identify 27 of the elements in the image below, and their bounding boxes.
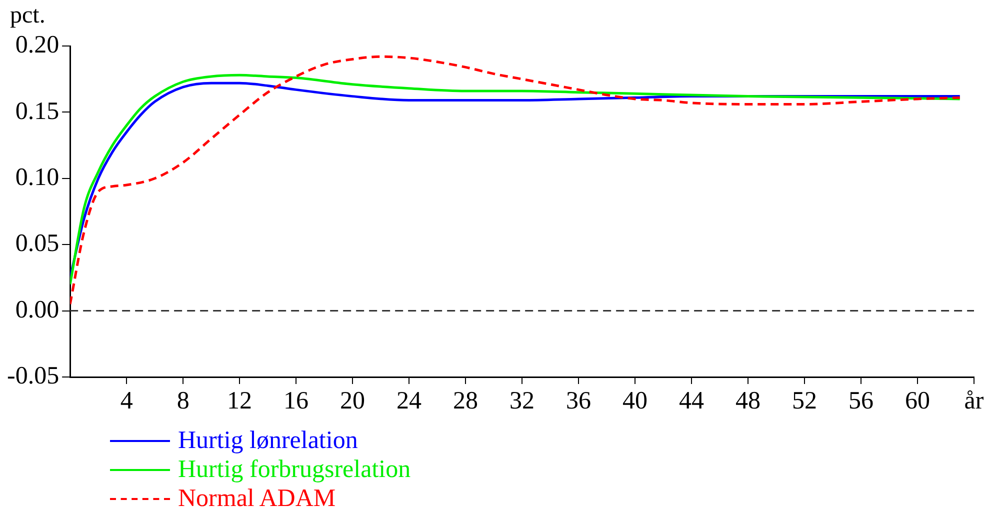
x-tick-label: 60 <box>905 388 930 415</box>
y-tick-label: 0.15 <box>15 98 60 125</box>
legend-label: Hurtig lønrelation <box>178 426 358 455</box>
line-series <box>70 55 962 306</box>
x-tick-label: 56 <box>848 388 874 415</box>
x-tick-label: 36 <box>566 388 592 415</box>
legend-label: Normal ADAM <box>178 484 336 513</box>
y-tick-label: 0.00 <box>15 296 60 324</box>
x-tick-label: 24 <box>396 388 422 415</box>
x-tick-label: 12 <box>227 388 252 415</box>
x-tick-label: år <box>964 388 984 415</box>
x-tick-label: 4 <box>120 388 134 415</box>
x-tick-label: 40 <box>622 388 648 415</box>
x-tick-label: 44 <box>679 388 705 415</box>
y-tick-label: 0.05 <box>15 230 60 258</box>
y-tick-label: 0.10 <box>15 164 60 191</box>
y-tick-label: -0.05 <box>6 362 60 390</box>
x-tick-label: 16 <box>284 388 309 415</box>
x-tick-label: 28 <box>453 388 478 415</box>
x-tick-label: 20 <box>340 388 366 415</box>
x-tick-label: 8 <box>176 388 190 415</box>
x-tick-label: 32 <box>510 388 535 415</box>
x-tick-label: 48 <box>736 388 761 415</box>
y-tick-label: 0.20 <box>15 32 60 59</box>
y-axis-title: pct. <box>10 2 46 28</box>
legend-label: Hurtig forbrugsrelation <box>178 455 411 484</box>
x-tick-label: 52 <box>792 388 818 415</box>
